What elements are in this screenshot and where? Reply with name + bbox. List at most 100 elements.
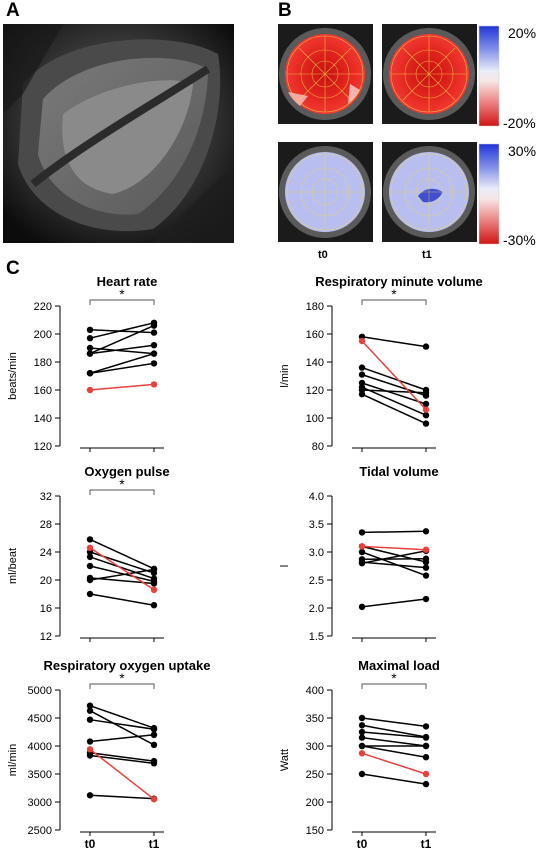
heart-rate-series-7-point-t1 xyxy=(150,381,158,388)
maximal-load-ytick-label-1: 200 xyxy=(306,797,324,809)
respiratory-oxygen-uptake-series-1-point-t0 xyxy=(86,707,94,714)
respiratory-oxygen-uptake-series-6-point-t0 xyxy=(86,792,94,799)
oxygen-pulse-series-5-point-t1 xyxy=(150,566,158,573)
maximal-load-series-5-point-t1 xyxy=(422,780,430,788)
tidal-volume-title: Tidal volume xyxy=(359,464,438,479)
oxygen-pulse-ytick-label-5: 32 xyxy=(40,491,52,503)
respiratory-minute-volume-series-1-point-t0 xyxy=(358,364,366,371)
bullseye-t0-bottom xyxy=(278,142,373,242)
maximal-load-series-2-point-t0 xyxy=(358,728,366,736)
oxygen-pulse-title: Oxygen pulse xyxy=(84,464,169,479)
maximal-load-ytick-label-4: 350 xyxy=(306,713,324,725)
heart-rate-series-0-point-t0 xyxy=(86,326,94,333)
maximal-load-series-1-point-t0 xyxy=(358,722,366,729)
heart-rate-significance-star: * xyxy=(119,286,125,302)
tidal-volume-ytick-label-1: 2.0 xyxy=(309,603,324,615)
scale-bottom-min-label: -30% xyxy=(503,232,536,248)
oxygen-pulse-significance-star: * xyxy=(119,476,125,492)
respiratory-oxygen-uptake-series-5-point-t0 xyxy=(86,752,94,759)
tidal-volume-series-5-point-t0 xyxy=(358,560,366,567)
respiratory-oxygen-uptake-ytick-label-3: 4000 xyxy=(28,741,52,753)
oxygen-pulse-series-7-line xyxy=(89,547,155,591)
heart-rate-series-5-point-t1 xyxy=(150,350,158,357)
panel-letter-b: B xyxy=(278,0,292,21)
respiratory-oxygen-uptake-title: Respiratory oxygen uptake xyxy=(44,658,211,673)
tidal-volume-ytick-label-5: 4.0 xyxy=(309,491,324,503)
respiratory-oxygen-uptake-series-2-point-t1 xyxy=(150,726,158,733)
respiratory-oxygen-uptake-ytick-label-0: 2500 xyxy=(28,825,52,837)
maximal-load-xtick-label-1: t1 xyxy=(421,837,432,850)
heart-rate-series-7-point-t0 xyxy=(86,386,94,394)
strain-bullseye-maps: 20% -20% 30% -30% xyxy=(278,24,536,248)
respiratory-minute-volume-series-7-point-t0 xyxy=(358,337,366,345)
maximal-load-ytick-label-3: 300 xyxy=(306,741,324,753)
tidal-volume-series-7-point-t1 xyxy=(422,546,430,553)
tidal-volume-series-4-line xyxy=(361,561,427,569)
respiratory-minute-volume-series-1-line xyxy=(361,366,427,391)
respiratory-oxygen-uptake-series-5-point-t1 xyxy=(150,760,158,767)
oxygen-pulse-series-2-point-t0 xyxy=(86,553,94,561)
tidal-volume-ytick-label-0: 1.5 xyxy=(309,631,324,643)
maximal-load-ylabel: Watt xyxy=(279,749,291,771)
maximal-load-series-5-point-t0 xyxy=(358,770,366,778)
respiratory-minute-volume-series-7-point-t1 xyxy=(422,406,430,413)
tidal-volume-ytick-label-3: 3.0 xyxy=(309,547,324,559)
respiratory-oxygen-uptake-significance-bracket xyxy=(89,683,155,689)
tidal-volume-ytick-label-4: 3.5 xyxy=(309,519,324,531)
heart-rate-series-4-point-t1 xyxy=(150,342,158,349)
cardiac-mri-image xyxy=(3,24,234,243)
maximal-load-series-6-point-t0 xyxy=(358,742,366,750)
heart-rate-series-0-point-t1 xyxy=(150,329,158,336)
oxygen-pulse-series-6-line xyxy=(89,593,155,606)
oxygen-pulse-ytick-label-4: 28 xyxy=(40,519,52,531)
tidal-volume-series-4-point-t1 xyxy=(422,564,430,571)
bullseye-t0-top xyxy=(278,24,373,124)
respiratory-minute-volume-series-4-line xyxy=(361,386,427,416)
oxygen-pulse-series-3-point-t0 xyxy=(86,562,94,570)
oxygen-pulse-ytick-label-1: 16 xyxy=(40,603,52,615)
oxygen-pulse-ylabel: ml/beat xyxy=(7,548,19,584)
respiratory-oxygen-uptake-ytick-label-1: 3000 xyxy=(28,797,52,809)
respiratory-oxygen-uptake-series-4-line xyxy=(89,751,155,762)
maximal-load-xtick-label-0: t0 xyxy=(357,837,368,850)
tidal-volume-series-0-point-t0 xyxy=(358,529,366,536)
respiratory-minute-volume-ytick-label-3: 140 xyxy=(306,357,324,369)
respiratory-oxygen-uptake-ytick-label-5: 5000 xyxy=(28,685,52,697)
respiratory-oxygen-uptake-series-7-point-t1 xyxy=(150,796,158,803)
heart-rate-series-7-line xyxy=(89,383,155,391)
oxygen-pulse-series-1-line xyxy=(89,551,155,574)
tidal-volume-series-6-point-t0 xyxy=(358,603,366,611)
heart-rate-series-2-point-t0 xyxy=(86,344,94,352)
maximal-load-title: Maximal load xyxy=(358,658,440,673)
respiratory-minute-volume-series-5-line xyxy=(361,389,427,394)
tidal-volume-series-6-point-t1 xyxy=(422,595,430,603)
panel-letter-a: A xyxy=(6,0,20,21)
panel-letter-c: C xyxy=(6,258,20,279)
tidal-volume-ytick-label-2: 2.5 xyxy=(309,575,324,587)
chart-maximal-load: Maximal load 150 200 250 300 350 400 Watt t0 t1 * xyxy=(279,658,440,850)
chart-tidal-volume: Tidal volume 1.5 2.0 2.5 3.0 3.5 4.0 l xyxy=(279,464,439,643)
respiratory-oxygen-uptake-series-3-line xyxy=(89,734,155,743)
maximal-load-series-0-point-t1 xyxy=(422,723,430,730)
maximal-load-series-3-point-t0 xyxy=(358,734,366,741)
bullseye-t1-bottom xyxy=(382,142,477,242)
maximal-load-significance-star: * xyxy=(391,670,397,686)
respiratory-oxygen-uptake-series-7-point-t0 xyxy=(86,746,94,753)
respiratory-minute-volume-significance-star: * xyxy=(391,286,397,302)
scale-bottom-max-label: 30% xyxy=(508,143,536,159)
respiratory-oxygen-uptake-xtick-label-0: t0 xyxy=(85,837,96,850)
maximal-load-significance-bracket xyxy=(361,683,427,689)
oxygen-pulse-series-4-point-t1 xyxy=(150,580,158,587)
respiratory-oxygen-uptake-ytick-label-4: 4500 xyxy=(28,713,52,725)
chart-respiratory-minute-volume: Respiratory minute volume 80 100 120 140 160 1… xyxy=(279,274,483,453)
respiratory-minute-volume-ytick-label-4: 160 xyxy=(306,329,324,341)
respiratory-minute-volume-series-6-point-t0 xyxy=(358,391,366,398)
tidal-volume-series-0-point-t1 xyxy=(422,528,430,535)
heart-rate-series-1-line xyxy=(89,322,155,339)
heart-rate-ytick-label-5: 220 xyxy=(34,301,52,313)
respiratory-oxygen-uptake-series-2-point-t0 xyxy=(86,716,94,723)
respiratory-minute-volume-significance-bracket xyxy=(361,299,427,305)
maximal-load-series-4-point-t1 xyxy=(422,754,430,761)
oxygen-pulse-series-7-point-t0 xyxy=(86,544,94,551)
heart-rate-ytick-label-2: 160 xyxy=(34,385,52,397)
